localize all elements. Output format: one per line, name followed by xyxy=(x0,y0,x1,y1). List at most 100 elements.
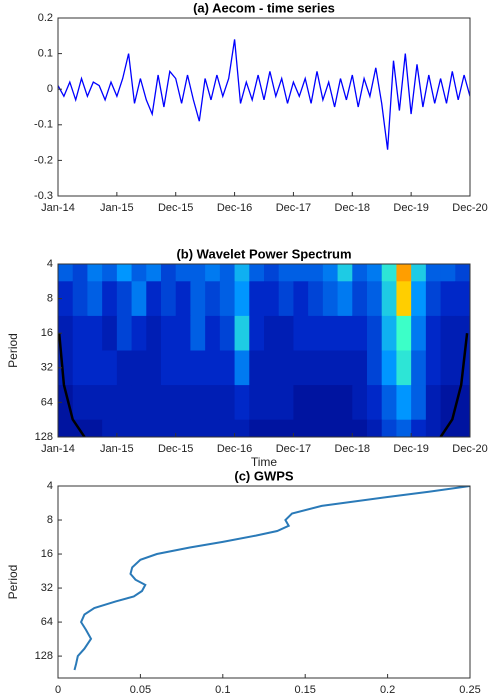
heat-cell xyxy=(352,385,368,421)
heat-cell xyxy=(367,315,383,351)
heat-cell xyxy=(440,264,456,282)
heat-cell xyxy=(87,385,103,421)
heat-cell xyxy=(234,419,250,437)
heat-cell xyxy=(72,315,88,351)
heat-cell xyxy=(440,281,456,317)
heat-cell xyxy=(219,385,236,421)
heat-cell xyxy=(322,315,339,351)
heat-cell xyxy=(87,350,103,386)
heat-cell xyxy=(87,315,103,351)
heat-cell xyxy=(425,419,442,437)
heat-cell xyxy=(116,419,133,437)
heat-cell xyxy=(175,281,191,317)
heat-cell xyxy=(146,281,162,317)
heat-cell xyxy=(455,419,470,437)
y-tick-label: 4 xyxy=(47,258,53,270)
heat-cell xyxy=(190,419,206,437)
heat-cell xyxy=(249,419,265,437)
heat-cell xyxy=(411,315,427,351)
heat-cell xyxy=(322,281,339,317)
y-tick-label: 32 xyxy=(41,582,53,594)
heat-cell xyxy=(381,281,397,317)
heat-cell xyxy=(352,350,368,386)
heat-cell xyxy=(322,350,339,386)
data-line xyxy=(58,39,470,150)
heat-cell xyxy=(219,281,236,317)
y-tick-label: 32 xyxy=(41,362,53,374)
heat-cell xyxy=(264,264,280,282)
heat-cell xyxy=(367,385,383,421)
y-axis-label: Period xyxy=(6,333,20,368)
heat-cell xyxy=(396,385,412,421)
heat-cell xyxy=(161,385,177,421)
plot-frame xyxy=(57,263,471,438)
y-tick-label: 64 xyxy=(41,616,53,628)
heat-cell xyxy=(264,350,280,386)
heat-cell xyxy=(278,385,294,421)
heat-cell xyxy=(146,419,162,437)
heat-cell xyxy=(381,385,397,421)
heat-cell xyxy=(352,264,368,282)
heat-cell xyxy=(249,315,265,351)
y-tick-label: 0.2 xyxy=(38,12,53,24)
heat-cell xyxy=(72,385,88,421)
heat-cell xyxy=(175,264,191,282)
heat-cell xyxy=(440,315,456,351)
heat-cell xyxy=(58,315,74,351)
heat-cell xyxy=(190,350,206,386)
heat-cell xyxy=(234,264,250,282)
heat-cell xyxy=(411,385,427,421)
heat-cell xyxy=(322,264,339,282)
data-line xyxy=(73,486,470,671)
heat-cell xyxy=(337,419,353,437)
heat-cell xyxy=(293,281,309,317)
heat-cell xyxy=(116,350,133,386)
x-tick-label: 0 xyxy=(55,684,61,696)
y-tick-label: 128 xyxy=(35,431,53,443)
x-tick-label: 0.15 xyxy=(294,684,315,696)
heat-cell xyxy=(381,264,397,282)
heat-cell xyxy=(264,419,280,437)
y-tick-label: 4 xyxy=(47,480,53,492)
heat-cell xyxy=(308,281,324,317)
heat-cell xyxy=(190,385,206,421)
x-tick-label: Dec-16 xyxy=(217,202,252,214)
x-tick-label: Dec-16 xyxy=(217,443,252,455)
heat-cell xyxy=(131,281,147,317)
heat-cell xyxy=(293,385,309,421)
plot-area xyxy=(73,486,470,671)
heat-cell xyxy=(205,281,221,317)
heat-cell xyxy=(425,385,442,421)
heat-cell xyxy=(278,315,294,351)
heat-cell xyxy=(322,419,339,437)
heat-cell xyxy=(131,419,147,437)
heat-cell xyxy=(131,350,147,386)
heat-cell xyxy=(337,315,353,351)
heat-cell xyxy=(337,350,353,386)
y-tick-label: 0.1 xyxy=(38,48,53,60)
heat-cell xyxy=(367,281,383,317)
x-tick-label: Dec-18 xyxy=(335,202,370,214)
heat-cell xyxy=(146,264,162,282)
heat-cell xyxy=(337,264,353,282)
heat-cell xyxy=(175,385,191,421)
heat-cell xyxy=(58,264,74,282)
heat-cell xyxy=(58,281,74,317)
heat-cell xyxy=(264,315,280,351)
x-tick-label: Jan-15 xyxy=(100,443,134,455)
heat-cell xyxy=(102,315,118,351)
heat-cell xyxy=(308,264,324,282)
heat-cell xyxy=(411,350,427,386)
heat-cell xyxy=(234,350,250,386)
heat-cell xyxy=(102,385,118,421)
heat-cell xyxy=(293,264,309,282)
heat-cell xyxy=(131,264,147,282)
heat-cell xyxy=(249,350,265,386)
heat-cell xyxy=(161,315,177,351)
heat-cell xyxy=(234,315,250,351)
heat-cell xyxy=(411,419,427,437)
heat-cell xyxy=(249,281,265,317)
x-tick-label: Dec-15 xyxy=(158,443,193,455)
heat-cell xyxy=(87,419,103,437)
